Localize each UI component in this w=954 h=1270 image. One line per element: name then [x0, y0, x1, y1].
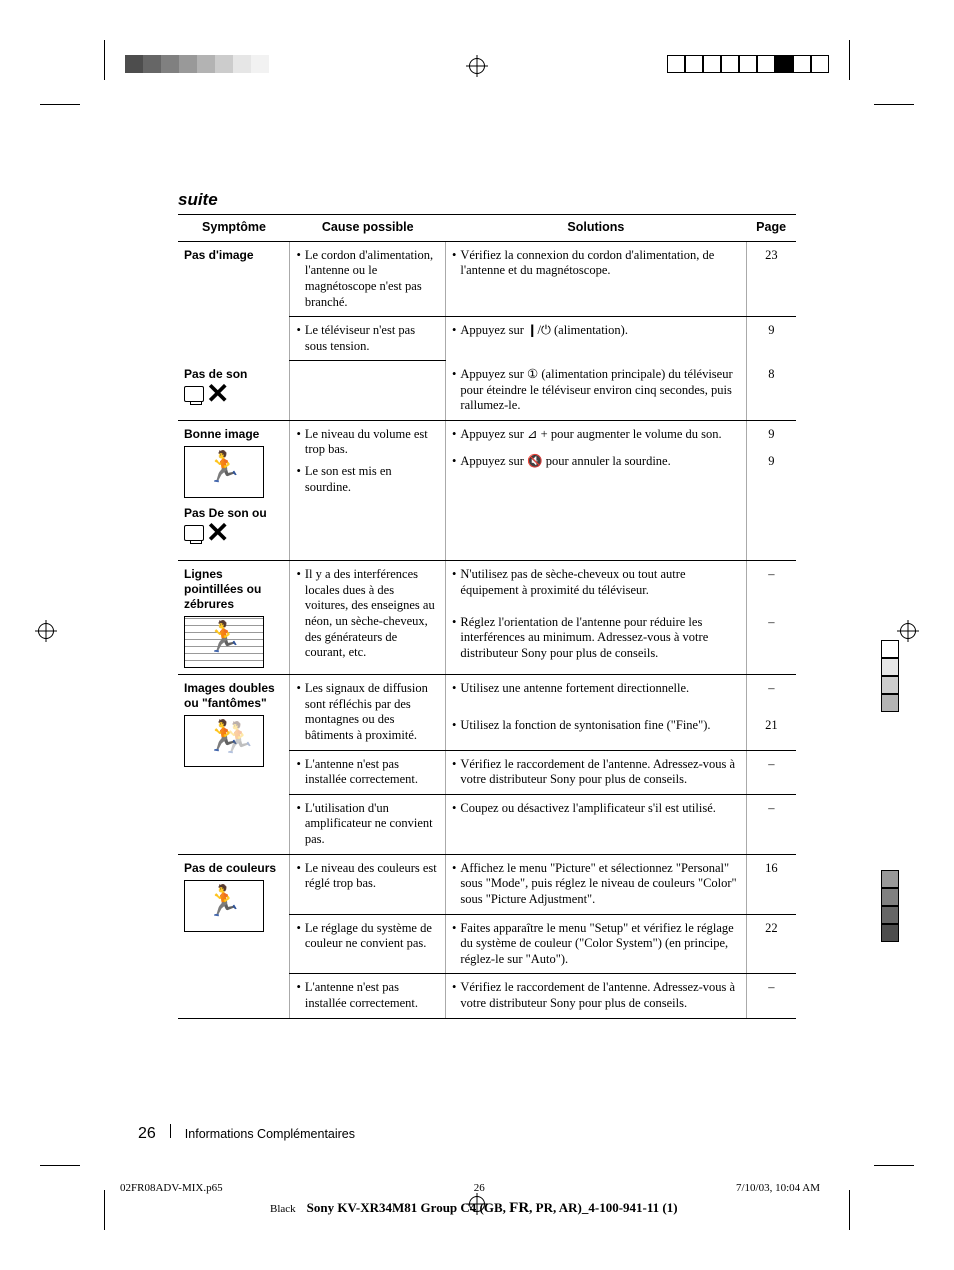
symptom-label: Pas de couleurs [184, 861, 276, 875]
meta-black: Black [270, 1203, 296, 1215]
page-ref: 21 [746, 712, 796, 750]
page-ref: – [746, 974, 796, 1018]
crop-mark [40, 1165, 80, 1166]
solution-text: Vérifiez le raccordement de l'antenne. A… [460, 980, 739, 1011]
dotted-lines-icon: 🏃 [184, 616, 264, 668]
section-heading: suite [178, 190, 796, 210]
section-name: Informations Complémentaires [185, 1127, 355, 1141]
cause-text: Le niveau des couleurs est réglé trop ba… [305, 861, 439, 892]
solution-text: Utilisez une antenne fortement direction… [460, 681, 689, 697]
crop-mark [40, 104, 80, 105]
meta-date: 7/10/03, 10:04 AM [736, 1182, 820, 1194]
table-row: Bonne image 🏃 Pas De son ou ✕ •Le niveau… [178, 420, 796, 448]
solution-text: Appuyez sur 🔇 pour annuler la sourdine. [460, 454, 670, 470]
page-ref: – [746, 675, 796, 713]
registration-mark [897, 620, 919, 642]
page-ref: 9 [746, 317, 796, 361]
page-ref: 23 [746, 241, 796, 317]
page-ref: 22 [746, 914, 796, 974]
meta-title-b: , PR, AR)_4-100-941-11 (1) [529, 1200, 677, 1215]
symptom-label: Pas d'image [184, 248, 254, 262]
page-ref: – [746, 609, 796, 675]
page-content: suite Symptôme Cause possible Solutions … [178, 190, 796, 1019]
grayscale-bar-left [125, 55, 269, 73]
symptom-label: Images doubles ou "fantômes" [184, 681, 275, 710]
col-page: Page [746, 215, 796, 242]
solution-text: Vérifiez le raccordement de l'antenne. A… [460, 757, 739, 788]
crop-mark [874, 104, 914, 105]
col-symptom: Symptôme [178, 215, 290, 242]
cause-text: Le téléviseur n'est pas sous tension. [305, 323, 439, 354]
cause-text: Le niveau du volume est trop bas. [305, 427, 439, 458]
col-solutions: Solutions [446, 215, 747, 242]
page-ref: 16 [746, 854, 796, 914]
print-metadata: 02FR08ADV-MIX.p65 26 7/10/03, 10:04 AM [120, 1182, 820, 1194]
crop-mark [104, 1190, 105, 1230]
troubleshooting-table: Symptôme Cause possible Solutions Page P… [178, 214, 796, 1019]
cause-text: L'antenne n'est pas installée correcteme… [305, 980, 439, 1011]
table-row: Pas de couleurs 🏃 •Le niveau des couleur… [178, 854, 796, 914]
no-sound-icon: ✕ [184, 523, 229, 543]
page-number: 26 [138, 1125, 156, 1143]
solution-text: Appuyez sur ⊿ + pour augmenter le volume… [460, 427, 721, 443]
solution-text: Appuyez sur ❙/⏻ (alimentation). [460, 323, 628, 339]
solution-text: N'utilisez pas de sèche-cheveux ou tout … [460, 567, 739, 598]
cause-text: Le réglage du système de couleur ne conv… [305, 921, 439, 952]
col-cause: Cause possible [290, 215, 446, 242]
table-row: Lignes pointillées ou zébrures 🏃 •Il y a… [178, 561, 796, 609]
page-footer: 26 Informations Complémentaires [138, 1124, 355, 1143]
solution-text: Affichez le menu "Picture" et sélectionn… [460, 861, 739, 908]
cause-text: Il y a des interférences locales dues à … [305, 567, 439, 661]
meta-title-a: Sony KV-XR34M81 Group C4 (GB, [307, 1200, 509, 1215]
table-row: Pas de son ✕ •Appuyez sur ① (alimentatio… [178, 361, 796, 420]
registration-mark [466, 55, 488, 77]
ghost-image-icon: 🏃🏃 [184, 715, 264, 767]
solution-text: Utilisez la fonction de syntonisation fi… [460, 718, 710, 734]
page-ref: – [746, 561, 796, 609]
solution-text: Appuyez sur ① (alimentation principale) … [460, 367, 739, 414]
side-grayscale-bot [881, 870, 899, 942]
side-grayscale-top [881, 640, 899, 712]
symptom-label: Lignes pointillées ou zébrures [184, 567, 261, 611]
table-row: Images doubles ou "fantômes" 🏃🏃 •Les sig… [178, 675, 796, 713]
table-row: Pas d'image •Le cordon d'alimentation, l… [178, 241, 796, 317]
crop-mark [849, 40, 850, 80]
crop-mark [874, 1165, 914, 1166]
registration-mark [35, 620, 57, 642]
solution-text: Réglez l'orientation de l'antenne pour r… [460, 615, 739, 662]
cause-text: L'utilisation d'un amplificateur ne conv… [305, 801, 439, 848]
page-ref: 8 [746, 361, 796, 420]
meta-filename: 02FR08ADV-MIX.p65 [120, 1182, 223, 1194]
solution-text: Coupez ou désactivez l'amplificateur s'i… [460, 801, 715, 817]
good-image-icon: 🏃 [184, 446, 264, 498]
solution-text: Faites apparaître le menu "Setup" et vér… [460, 921, 739, 968]
meta-page: 26 [474, 1182, 485, 1194]
cause-text: Les signaux de diffusion sont réfléchis … [305, 681, 439, 744]
print-footer: Black Sony KV-XR34M81 Group C4 (GB, FR, … [270, 1200, 678, 1217]
crop-mark [849, 1190, 850, 1230]
cause-text: Le son est mis en sourdine. [305, 464, 439, 495]
page-ref: – [746, 750, 796, 794]
meta-title-fr: FR [509, 1200, 529, 1216]
page-ref: 9 [746, 420, 796, 448]
no-color-icon: 🏃 [184, 880, 264, 932]
cause-text: L'antenne n'est pas installée correcteme… [305, 757, 439, 788]
cause-text: Le cordon d'alimentation, l'antenne ou l… [305, 248, 439, 311]
crop-mark [104, 40, 105, 80]
no-sound-icon: ✕ [184, 384, 229, 404]
solution-text: Vérifiez la connexion du cordon d'alimen… [460, 248, 739, 279]
table-header-row: Symptôme Cause possible Solutions Page [178, 215, 796, 242]
page-ref: 9 [746, 448, 796, 560]
grayscale-bar-right [667, 55, 829, 73]
symptom-label: Bonne image [184, 427, 259, 441]
page-ref: – [746, 794, 796, 854]
